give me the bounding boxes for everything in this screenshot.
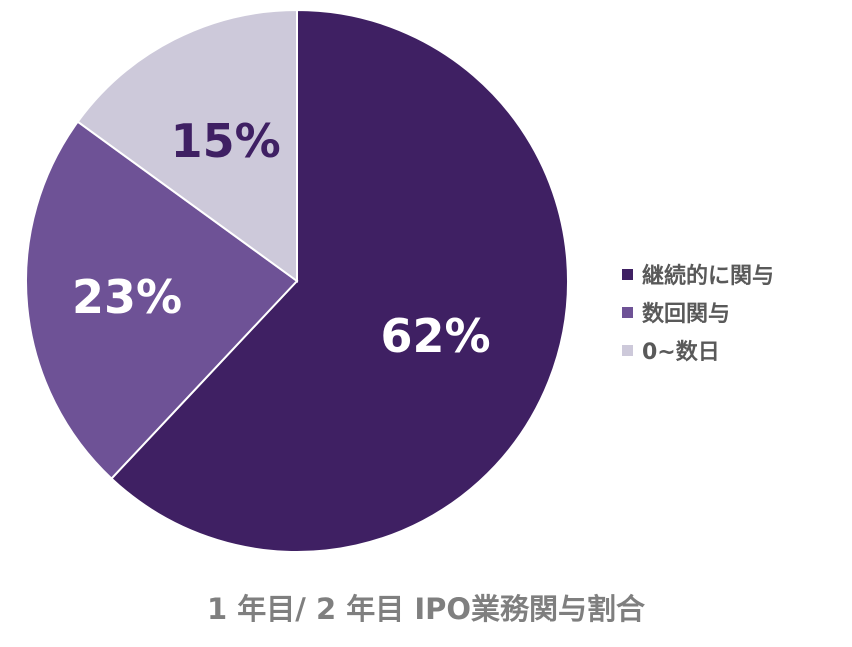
legend-label: 継続的に関与 bbox=[642, 264, 775, 289]
legend: 継続的に関与 数回関与 0~数日 bbox=[622, 255, 847, 369]
legend-swatch bbox=[622, 268, 633, 280]
chart-title: 1 年目/ 2 年目 IPO業務関与割合 bbox=[206, 592, 646, 626]
legend-swatch bbox=[622, 344, 633, 356]
legend-item: 0~数日 bbox=[622, 331, 847, 369]
pie-slice bbox=[25, 120, 299, 480]
data-label: 15% bbox=[171, 114, 281, 168]
data-label: 23% bbox=[72, 270, 182, 324]
pie-slice bbox=[76, 8, 298, 283]
pie-slice bbox=[110, 8, 569, 553]
legend-item: 継続的に関与 bbox=[622, 255, 847, 293]
legend-swatch bbox=[622, 306, 633, 318]
legend-label: 数回関与 bbox=[642, 302, 731, 327]
legend-label: 0~数日 bbox=[642, 340, 720, 365]
legend-item: 数回関与 bbox=[622, 293, 847, 331]
data-label: 62% bbox=[381, 309, 491, 363]
